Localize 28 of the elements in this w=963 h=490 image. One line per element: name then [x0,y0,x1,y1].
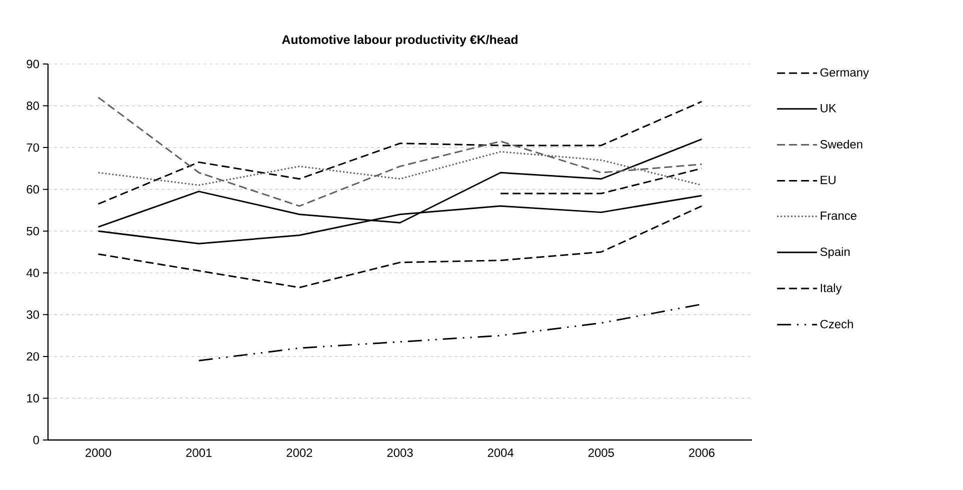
x-tick-label: 2001 [186,448,212,457]
legend-label: EU [820,176,836,184]
x-tick-label: 2002 [286,448,312,457]
legend-label: Spain [820,247,850,258]
y-tick-label: 0 [33,436,40,444]
y-tick-label: 30 [26,310,40,319]
y-tick-label: 40 [26,268,40,278]
legend-label: Germany [820,68,869,80]
legend-label: France [820,212,856,220]
y-tick-label: 70 [26,143,40,152]
y-tick-label: 50 [26,226,40,236]
legend-label: Sweden [820,140,862,148]
line-series [98,205,702,288]
chart-title: Automotive labour productivity €K/head [282,34,518,46]
legend-label: Czech [820,320,853,328]
y-tick-label: 90 [26,60,40,68]
y-tick-label: 20 [26,352,40,361]
x-tick-label: 2003 [387,448,413,457]
legend-label: Italy [820,283,842,295]
line-series [198,303,702,362]
y-tick-label: 60 [26,185,40,194]
y-tick-label: 10 [27,394,40,402]
x-tick-label: 2000 [86,448,112,457]
y-tick-label: 80 [26,102,40,110]
x-tick-label: 2004 [488,448,514,457]
x-tick-label: 2005 [588,448,614,457]
x-tick-label: 2006 [689,448,714,457]
legend-label: UK [820,104,836,112]
